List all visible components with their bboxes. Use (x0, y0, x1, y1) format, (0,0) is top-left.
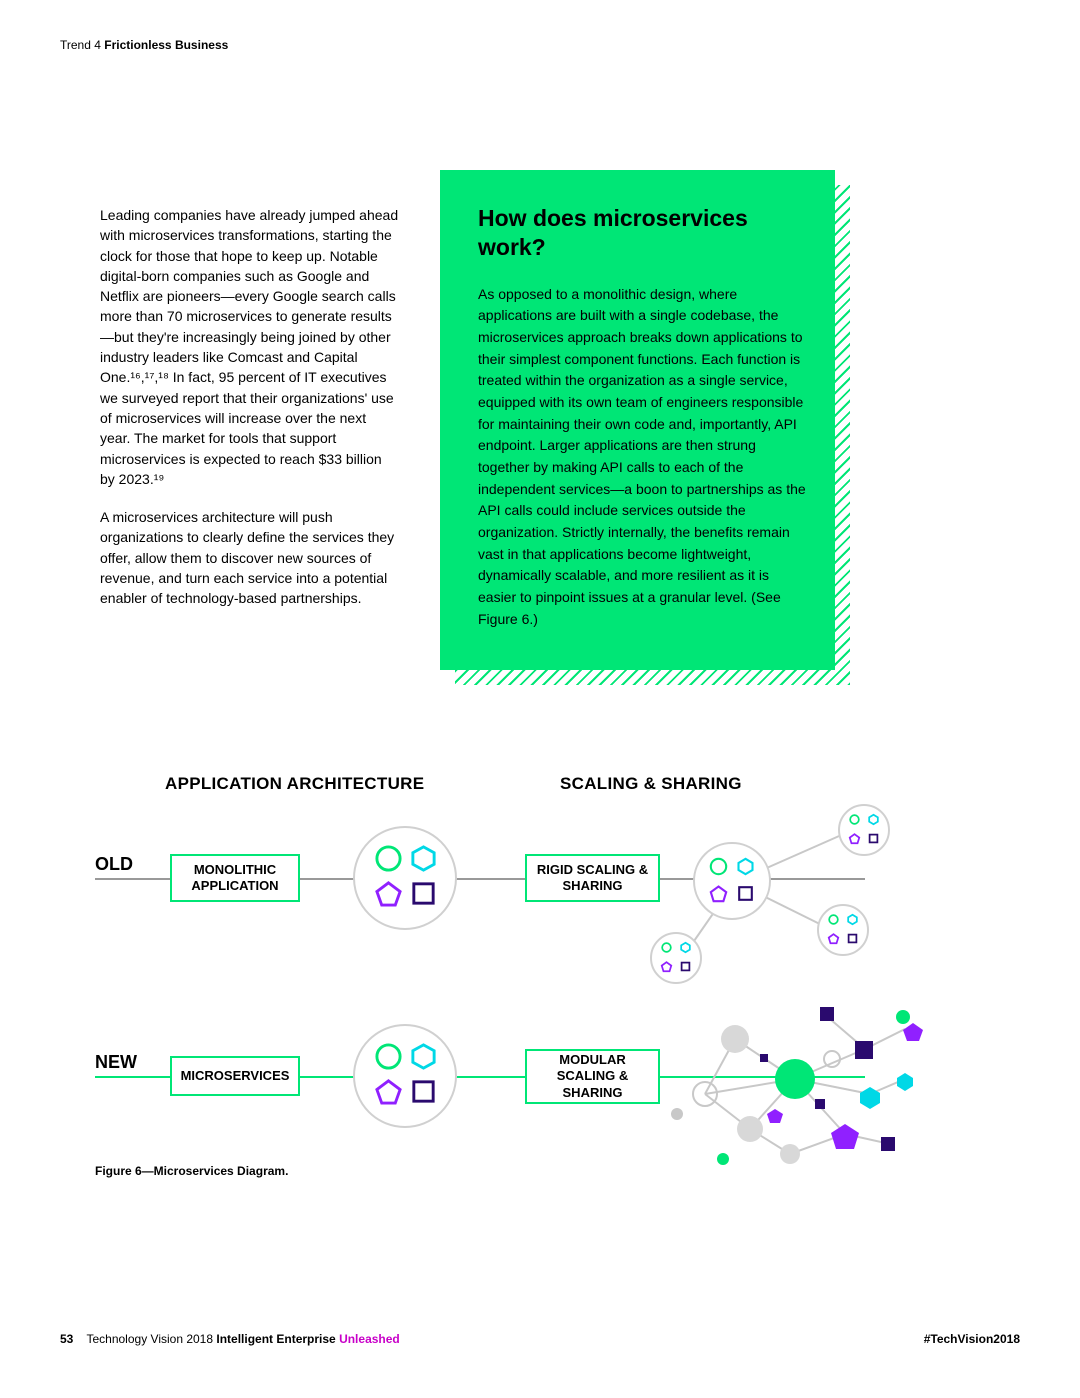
circle-green-icon (374, 1042, 403, 1071)
hexagon-cyan-icon (409, 844, 438, 873)
pentagon-purple-icon (374, 879, 403, 908)
paragraph-1: Leading companies have already jumped ah… (100, 205, 400, 489)
sidebar-text: As opposed to a monolithic design, where… (478, 284, 807, 631)
hexagon-cyan-icon (409, 1042, 438, 1071)
figure-6: APPLICATION ARCHITECTURE SCALING & SHARI… (95, 774, 890, 1194)
box-microservices: MICROSERVICES (170, 1056, 300, 1096)
page-number: 53 (60, 1332, 73, 1346)
footer-hashtag: #TechVision2018 (924, 1332, 1020, 1346)
box-rigid: RIGID SCALING & SHARING (525, 854, 660, 902)
trend-title: Frictionless Business (104, 38, 228, 52)
footer-line: Technology Vision 2018 (86, 1332, 216, 1346)
pentagon-purple-icon (374, 1077, 403, 1106)
box-monolithic: MONOLITHIC APPLICATION (170, 854, 300, 902)
box-modular: MODULAR SCALING & SHARING (525, 1049, 660, 1104)
old-node-main-shapes (708, 856, 756, 904)
trend-number: Trend 4 (60, 38, 104, 52)
footer-unleashed: Unleashed (339, 1332, 400, 1346)
paragraph-2: A microservices architecture will push o… (100, 507, 400, 608)
body-text: Leading companies have already jumped ah… (100, 205, 400, 627)
new-arch-shapes (374, 1042, 438, 1106)
page-footer: 53 Technology Vision 2018 Intelligent En… (60, 1332, 1020, 1346)
circle-green-icon (374, 844, 403, 873)
col-header-scaling: SCALING & SHARING (560, 774, 742, 794)
page-header: Trend 4 Frictionless Business (60, 38, 228, 52)
footer-left: 53 Technology Vision 2018 Intelligent En… (60, 1332, 400, 1346)
new-scaling-network (665, 999, 925, 1169)
row-label-old: OLD (95, 854, 133, 875)
row-label-new: NEW (95, 1052, 137, 1073)
sidebar-box: How does microservices work? As opposed … (440, 170, 835, 670)
square-navy-icon (409, 1077, 438, 1106)
col-header-architecture: APPLICATION ARCHITECTURE (165, 774, 424, 794)
sidebar-heading: How does microservices work? (478, 204, 807, 262)
old-arch-shapes (374, 844, 438, 908)
footer-bold: Intelligent Enterprise (216, 1332, 339, 1346)
figure-caption: Figure 6—Microservices Diagram. (95, 1164, 288, 1178)
square-navy-icon (409, 879, 438, 908)
